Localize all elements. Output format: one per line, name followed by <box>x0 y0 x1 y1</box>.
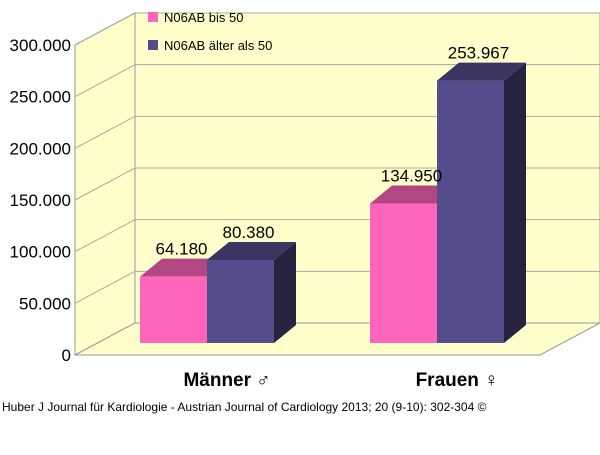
category-label: Frauen ♀ <box>416 370 499 391</box>
data-label: 64.180 <box>156 240 208 259</box>
bar <box>370 203 437 343</box>
bars <box>140 62 526 343</box>
legend-swatch <box>148 12 158 22</box>
legend-swatch <box>148 40 158 50</box>
legend-label: N06AB älter als 50 <box>164 38 272 53</box>
y-tick-label: 0 <box>62 346 71 365</box>
bar <box>207 259 274 343</box>
gridline <box>74 12 600 46</box>
y-tick-label: 100.000 <box>10 243 71 262</box>
bar-top <box>207 241 296 260</box>
data-labels: 64.180 80.380 134.950 253.967 <box>156 44 510 259</box>
data-label: 134.950 <box>381 167 442 186</box>
bar <box>437 80 504 343</box>
bar-chart: 0 50.000 100.000 150.000 200.000 250.000 300.0… <box>10 10 600 391</box>
y-tick-label: 150.000 <box>10 191 71 210</box>
category-labels: Männer ♂ Frauen ♀ <box>183 370 498 391</box>
data-label: 253.967 <box>448 44 509 63</box>
gridline <box>74 64 600 98</box>
bar-side <box>504 62 526 343</box>
data-label: 80.380 <box>223 223 275 242</box>
source-credit: Huber J Journal für Kardiologie - Austri… <box>2 400 487 414</box>
legend: N06AB bis 50 N06AB älter als 50 <box>148 10 272 53</box>
bar-top <box>437 62 526 81</box>
bar-top <box>140 258 229 277</box>
y-axis-ticks: 0 50.000 100.000 150.000 200.000 250.000 300.0… <box>10 36 71 365</box>
y-tick-label: 200.000 <box>10 139 71 158</box>
y-tick-label: 300.000 <box>10 36 71 55</box>
bar-side <box>274 241 296 343</box>
legend-label: N06AB bis 50 <box>164 10 244 25</box>
y-tick-label: 250.000 <box>10 88 71 107</box>
category-label: Männer ♂ <box>183 370 270 391</box>
y-tick-label: 50.000 <box>19 294 71 313</box>
bar-top <box>370 185 459 204</box>
bar <box>140 276 207 343</box>
